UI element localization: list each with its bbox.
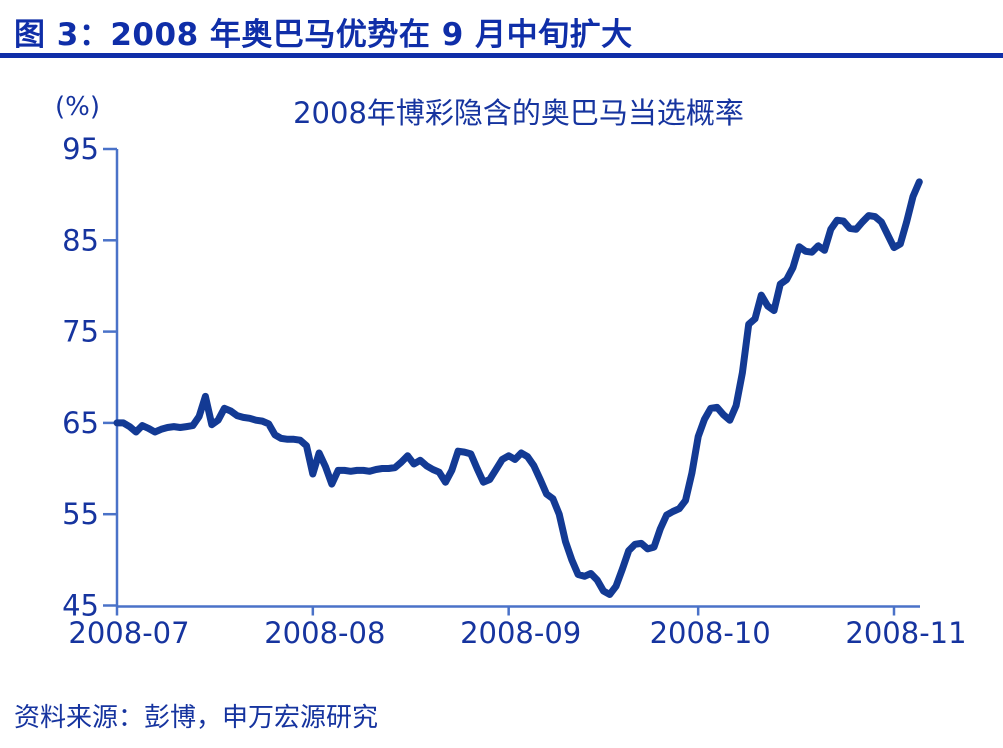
source-note: 资料来源：彭博，申万宏源研究 — [14, 703, 379, 733]
x-tick-label: 2008-10 — [650, 616, 771, 650]
y-tick-label: 45 — [62, 589, 99, 623]
chart-title: 2008年博彩隐含的奥巴马当选概率 — [293, 96, 744, 130]
y-tick-label: 75 — [62, 315, 99, 349]
x-tick-label: 2008-11 — [845, 616, 966, 650]
y-axis-unit-label: (%) — [55, 92, 100, 122]
y-tick-label: 95 — [62, 132, 99, 166]
y-tick-label: 55 — [62, 497, 99, 531]
probability-line-series — [113, 178, 923, 598]
figure-header-title: 图 3：2008 年奥巴马优势在 9 月中旬扩大 — [14, 17, 633, 53]
y-tick-label: 65 — [62, 406, 99, 440]
y-tick-label: 85 — [62, 223, 99, 257]
header-divider — [0, 53, 1003, 58]
x-tick-label: 2008-07 — [68, 616, 189, 650]
x-tick-label: 2008-09 — [460, 616, 581, 650]
x-tick-label: 2008-08 — [264, 616, 385, 650]
